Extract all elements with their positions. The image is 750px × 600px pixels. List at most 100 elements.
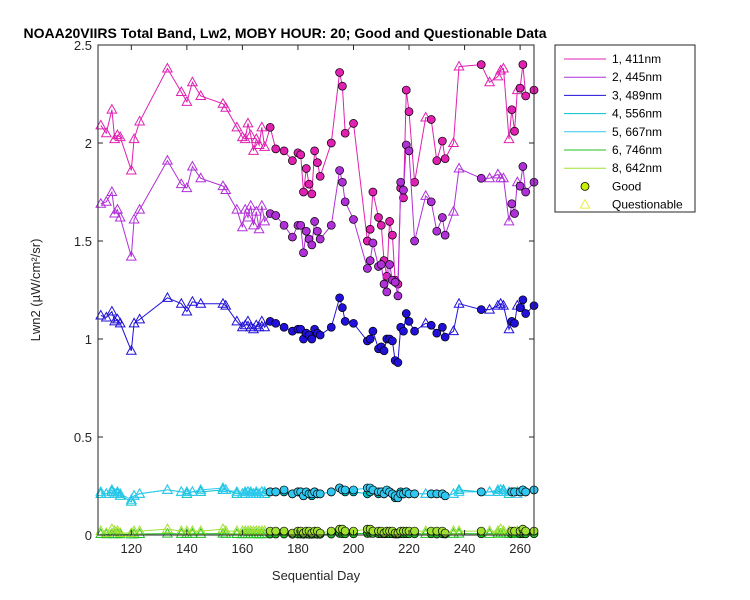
questionable-point (256, 199, 268, 210)
good-point (410, 489, 419, 499)
good-point (271, 318, 281, 328)
questionable-point (231, 527, 243, 539)
plot-frame (97, 44, 535, 536)
good-point (382, 287, 392, 297)
legend-entry: 6, 746nm (612, 143, 662, 157)
questionable-point (245, 129, 257, 140)
good-point (374, 213, 383, 222)
questionable-point (492, 70, 504, 81)
good-point (476, 173, 486, 183)
good-point (440, 154, 450, 164)
questionable-point (497, 172, 510, 183)
questionable-point (100, 311, 112, 322)
good-point (271, 526, 281, 536)
questionable-point (106, 305, 118, 316)
good-point (335, 293, 344, 303)
good-point (521, 91, 531, 101)
questionable-point (125, 250, 137, 261)
good-point (476, 305, 486, 314)
good-point (326, 526, 336, 536)
questionable-point (100, 127, 112, 138)
questionable-point (128, 133, 140, 144)
good-point (426, 320, 436, 330)
questionable-point (245, 485, 257, 496)
questionable-point (106, 523, 118, 534)
questionable-point (453, 527, 465, 538)
questionable-point (114, 131, 126, 142)
legend-questionable-marker (579, 198, 591, 209)
questionable-point (245, 199, 257, 210)
questionable-point (111, 129, 124, 140)
series-line (100, 487, 535, 501)
questionable-point (195, 485, 207, 496)
good-point (510, 126, 519, 136)
good-point (410, 326, 419, 336)
questionable-point (161, 523, 174, 534)
series-line (100, 295, 535, 364)
good-point (521, 309, 531, 318)
questionable-point (231, 121, 243, 132)
x-tick-label: 160 (232, 541, 254, 556)
series-7 (95, 523, 539, 538)
good-point (438, 136, 447, 146)
questionable-point (100, 528, 112, 539)
questionable-point (250, 205, 262, 216)
good-point (271, 144, 281, 154)
legend-box (554, 44, 696, 213)
series-5 (95, 481, 539, 504)
questionable-point (181, 527, 193, 539)
questionable-point (250, 133, 262, 144)
questionable-point (495, 64, 507, 75)
questionable-point (236, 221, 249, 232)
good-point (310, 217, 319, 226)
good-point (365, 256, 375, 265)
questionable-point (242, 211, 254, 222)
questionable-point (125, 527, 137, 538)
good-point (390, 277, 400, 287)
questionable-point (181, 485, 193, 496)
good-point (440, 230, 450, 240)
questionable-point (134, 527, 146, 539)
good-point (426, 197, 436, 207)
questionable-point (259, 140, 271, 151)
good-point (288, 232, 297, 242)
questionable-point (109, 315, 121, 326)
legend-entry: 2, 445nm (612, 70, 662, 84)
good-point (340, 317, 350, 326)
questionable-point (161, 154, 174, 165)
good-point (335, 166, 344, 175)
good-point (279, 526, 289, 536)
good-point (404, 317, 414, 326)
questionable-point (497, 485, 510, 496)
series-3 (95, 291, 539, 367)
questionable-point (259, 215, 271, 226)
questionable-point (114, 211, 126, 222)
questionable-point (175, 485, 187, 496)
good-point (307, 334, 317, 344)
questionable-point (134, 203, 146, 214)
questionable-point (125, 164, 137, 175)
good-point (393, 291, 403, 301)
questionable-point (100, 195, 112, 206)
good-point (410, 177, 419, 187)
good-point (296, 220, 306, 230)
good-point (279, 220, 289, 230)
questionable-point (125, 495, 137, 506)
good-point (265, 122, 275, 132)
x-tick-label: 140 (176, 541, 198, 556)
good-point (388, 230, 397, 240)
questionable-point (125, 344, 137, 355)
good-point (432, 328, 442, 338)
good-point (340, 485, 350, 495)
good-point (510, 209, 519, 218)
good-point (521, 187, 531, 197)
chart-title: NOAA20VIIRS Total Band, Lw2, MOBY HOUR: … (24, 25, 547, 41)
questionable-point (195, 89, 207, 100)
questionable-point (134, 313, 146, 324)
good-point (515, 303, 525, 312)
questionable-point (447, 325, 460, 336)
good-point (335, 68, 344, 77)
series-2 (95, 140, 539, 301)
good-point (401, 85, 411, 95)
